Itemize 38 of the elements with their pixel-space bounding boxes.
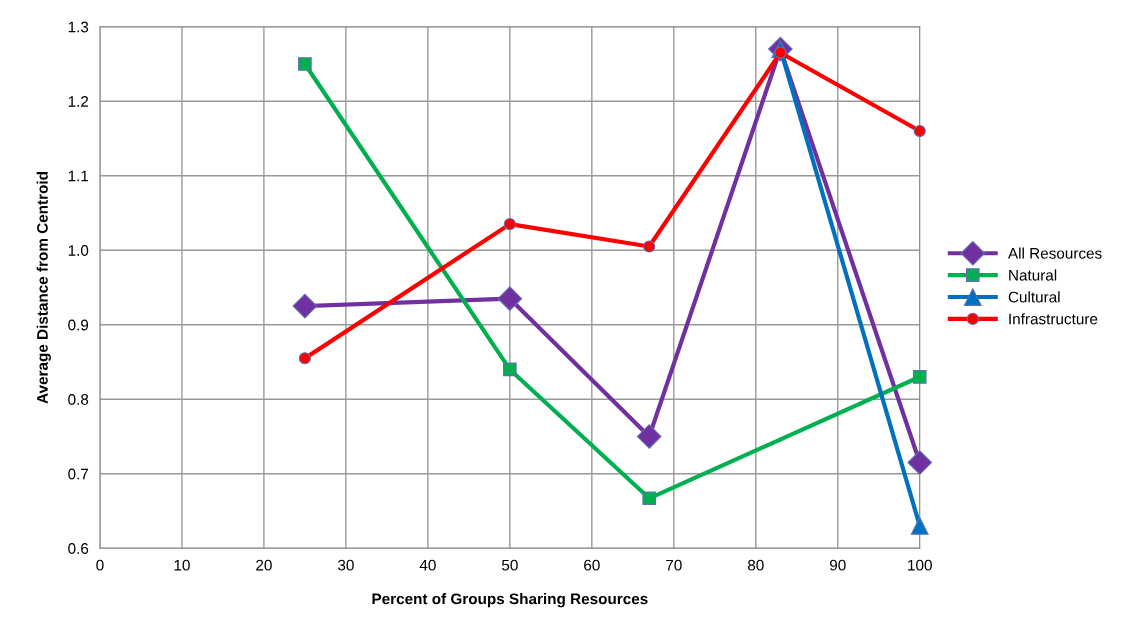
x-tick-label: 0 [96,559,104,571]
x-tick-label: 10 [174,559,190,571]
y-axis-title: Average Distance from Centroid [36,172,51,404]
x-tick-label: 20 [256,559,272,571]
legend-label: Cultural [1008,291,1060,303]
point [298,57,312,71]
legend-label: All Resources [1007,247,1102,259]
point [643,240,656,253]
y-tick-label: 1.1 [68,170,89,182]
point [298,352,312,365]
y-tick-label: 0.9 [68,319,89,331]
x-tick-label: 80 [747,559,764,571]
point [503,362,517,377]
point [912,370,927,384]
x-tick-label: 50 [501,559,518,571]
point [292,293,318,319]
legend-label: Natural [1009,269,1057,281]
point [503,218,516,231]
y-tick-label: 0.6 [68,543,89,554]
legend-label: Infrastructure [1009,313,1098,325]
point [907,450,933,475]
y-tick-label: 0.8 [68,394,89,405]
point [913,124,926,138]
x-tick-label: 100 [908,559,932,571]
x-tick-label: 60 [584,559,600,571]
point [642,491,657,506]
x-axis-title: Percent of Groups Sharing Resources [372,593,648,608]
y-tick-label: 1.3 [68,21,89,33]
x-tick-label: 90 [829,559,846,571]
y-tick-label: 1.0 [68,245,89,256]
y-tick-label: 1.2 [68,96,89,107]
point [910,516,929,535]
x-tick-label: 70 [666,559,682,571]
point [497,286,523,311]
point [636,424,662,449]
x-tick-label: 30 [337,559,354,571]
x-tick-label: 40 [419,559,436,571]
y-tick-label: 0.7 [68,468,89,480]
